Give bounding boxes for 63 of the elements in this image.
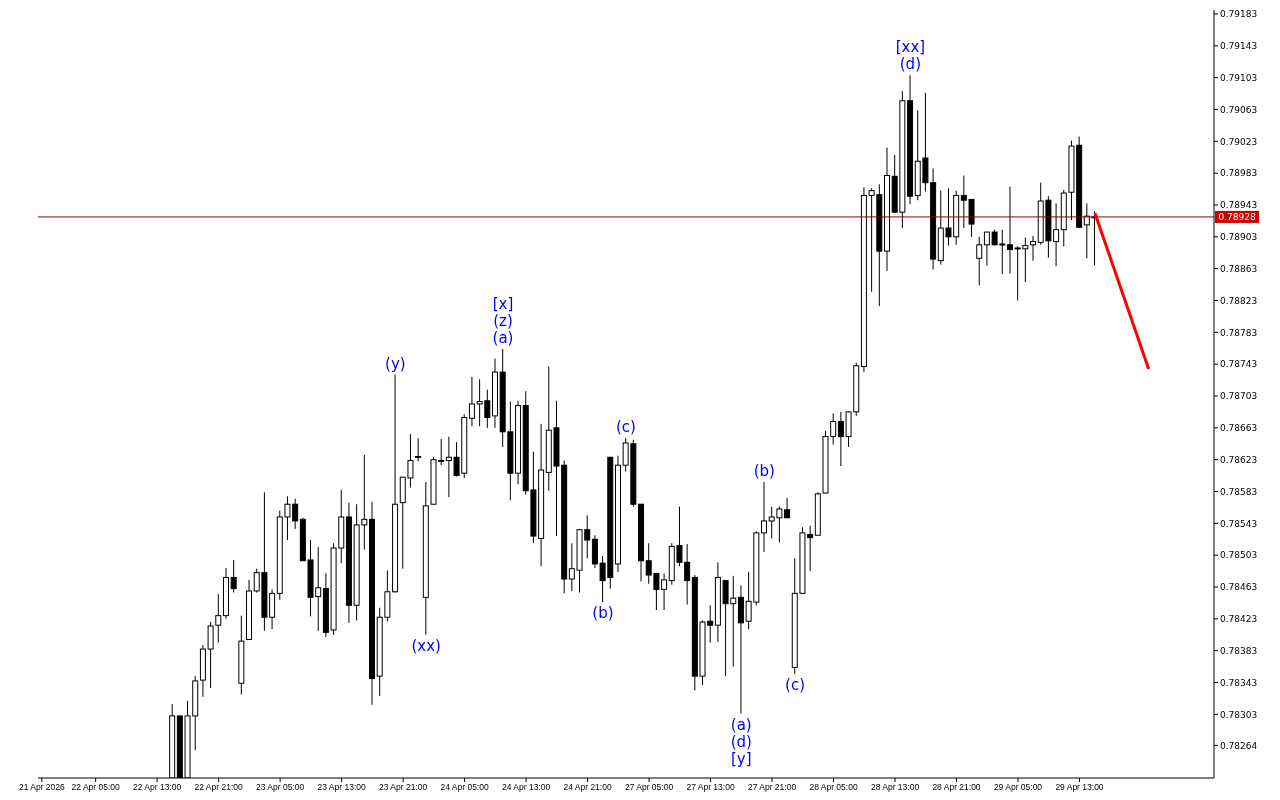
x-tick-label: 24 Apr 05:00 bbox=[440, 782, 489, 793]
annotation: (d) bbox=[730, 732, 752, 751]
x-tick-label: 23 Apr 13:00 bbox=[317, 782, 366, 793]
annotation: (xx) bbox=[411, 636, 441, 655]
y-tick-label: 0.78383 bbox=[1220, 645, 1258, 656]
ref-line-label: 0.78928 bbox=[1218, 211, 1256, 222]
x-tick-label: 29 Apr 13:00 bbox=[1055, 782, 1104, 793]
annotation: [y] bbox=[731, 749, 752, 768]
annotation: (c) bbox=[785, 675, 806, 694]
annotation: (c) bbox=[616, 418, 636, 437]
annotation: (a) bbox=[730, 715, 752, 734]
y-tick-label: 0.78623 bbox=[1220, 454, 1258, 465]
x-tick-label: 28 Apr 21:00 bbox=[932, 782, 981, 793]
y-tick-label: 0.78823 bbox=[1220, 295, 1258, 306]
annotation: (d) bbox=[899, 55, 922, 74]
x-tick-label: 24 Apr 21:00 bbox=[563, 782, 612, 793]
y-tick-label: 0.78583 bbox=[1220, 486, 1258, 497]
x-tick-label: 24 Apr 13:00 bbox=[501, 782, 551, 793]
x-tick-label: 27 Apr 05:00 bbox=[624, 782, 674, 793]
x-tick-label: 21 Apr 2026 bbox=[18, 782, 66, 793]
y-tick-label: 0.78743 bbox=[1220, 359, 1258, 370]
annotation: (z) bbox=[493, 312, 513, 331]
annotation: [xx] bbox=[895, 38, 926, 57]
annotation: (b) bbox=[592, 604, 614, 623]
y-tick-label: 0.79023 bbox=[1220, 136, 1258, 147]
x-tick-label: 22 Apr 21:00 bbox=[194, 782, 243, 793]
x-tick-label: 29 Apr 05:00 bbox=[993, 782, 1043, 793]
annotation: (b) bbox=[753, 461, 775, 480]
candlestick bbox=[1030, 235, 1037, 262]
x-tick-label: 28 Apr 13:00 bbox=[870, 782, 920, 793]
x-tick-label: 27 Apr 21:00 bbox=[747, 782, 797, 793]
x-tick-label: 22 Apr 05:00 bbox=[71, 782, 121, 793]
y-tick-label: 0.78463 bbox=[1220, 582, 1258, 593]
y-tick-label: 0.79103 bbox=[1220, 72, 1258, 83]
y-tick-label: 0.79143 bbox=[1220, 41, 1258, 52]
y-tick-label: 0.78303 bbox=[1220, 709, 1258, 720]
y-tick-label: 0.78863 bbox=[1220, 263, 1258, 274]
y-tick-label: 0.78343 bbox=[1220, 677, 1258, 688]
y-tick-label: 0.78943 bbox=[1220, 200, 1258, 211]
candlestick bbox=[761, 481, 768, 553]
annotation: (a) bbox=[492, 329, 514, 348]
y-tick-label: 0.78903 bbox=[1220, 232, 1258, 243]
y-tick-label: 0.78983 bbox=[1220, 168, 1258, 179]
y-tick-label: 0.79183 bbox=[1220, 9, 1258, 20]
x-tick-label: 28 Apr 05:00 bbox=[809, 782, 858, 793]
x-tick-label: 27 Apr 13:00 bbox=[686, 782, 735, 793]
candlestick bbox=[230, 559, 237, 594]
y-tick-label: 0.78503 bbox=[1220, 550, 1258, 561]
y-tick-label: 0.78663 bbox=[1220, 423, 1258, 434]
y-tick-label: 0.78423 bbox=[1220, 614, 1258, 625]
candlestick bbox=[415, 437, 422, 462]
y-tick-label: 0.78703 bbox=[1220, 391, 1258, 402]
y-tick-label: 0.78543 bbox=[1220, 518, 1258, 529]
candlestick bbox=[976, 236, 983, 286]
x-tick-label: 22 Apr 13:00 bbox=[133, 782, 182, 793]
y-tick-label: 0.78264 bbox=[1220, 740, 1258, 751]
annotation: [x] bbox=[492, 295, 514, 314]
x-tick-label: 23 Apr 21:00 bbox=[378, 782, 428, 793]
y-tick-label: 0.79063 bbox=[1220, 104, 1258, 115]
annotation: (y) bbox=[385, 354, 406, 373]
candlestick bbox=[1006, 186, 1013, 274]
x-tick-label: 23 Apr 05:00 bbox=[256, 782, 305, 793]
y-tick-label: 0.78783 bbox=[1220, 327, 1258, 338]
